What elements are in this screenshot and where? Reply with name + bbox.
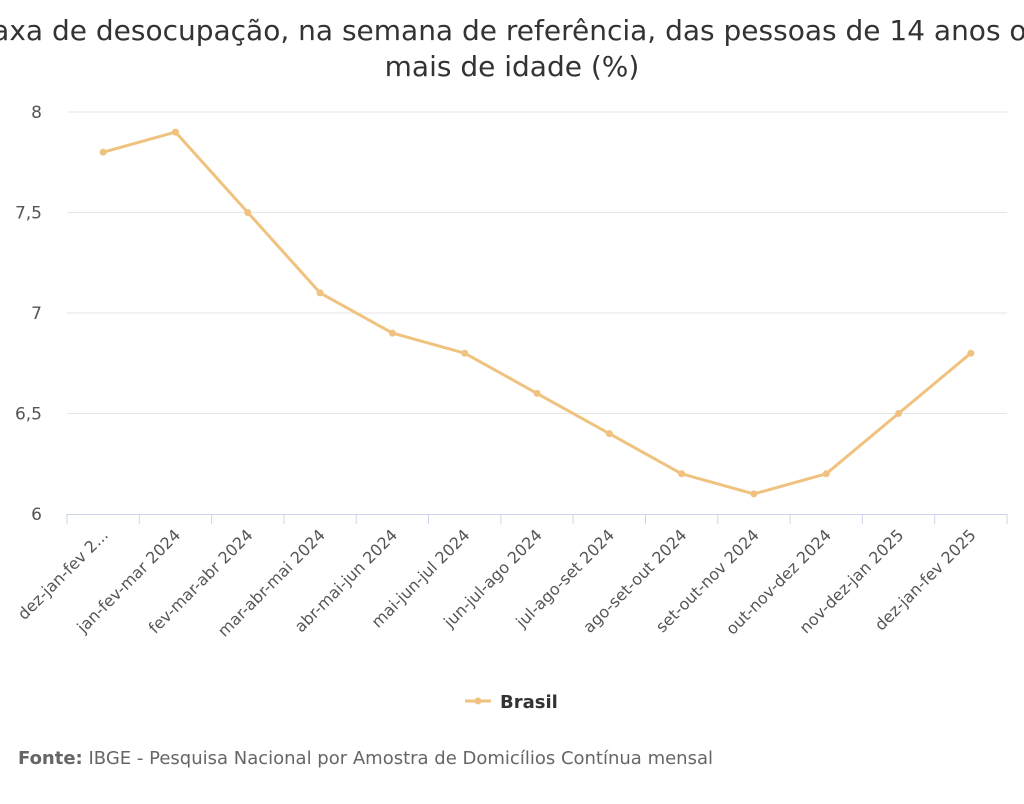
y-tick-label: 8 bbox=[31, 103, 42, 123]
data-point[interactable] bbox=[822, 470, 830, 478]
chart-title-line-1: Taxa de desocupação, na semana de referê… bbox=[0, 14, 1024, 47]
y-tick-label: 7,5 bbox=[15, 204, 42, 224]
legend-item-brasil[interactable]: Brasil bbox=[500, 692, 558, 713]
chart-title: Taxa de desocupação, na semana de referê… bbox=[0, 14, 1024, 83]
data-point[interactable] bbox=[316, 289, 324, 297]
source-text: IBGE - Pesquisa Nacional por Amostra de … bbox=[88, 748, 714, 769]
data-point[interactable] bbox=[461, 349, 469, 357]
source-note: Fonte: IBGE - Pesquisa Nacional por Amos… bbox=[18, 748, 713, 769]
data-point[interactable] bbox=[605, 430, 613, 438]
data-point[interactable] bbox=[678, 470, 686, 478]
data-point[interactable] bbox=[244, 209, 252, 216]
data-point[interactable] bbox=[967, 349, 975, 357]
legend[interactable]: Brasil bbox=[465, 692, 558, 713]
data-point[interactable] bbox=[99, 148, 107, 156]
data-point[interactable] bbox=[895, 410, 903, 417]
data-point[interactable] bbox=[388, 329, 396, 337]
series-brasil[interactable] bbox=[99, 128, 975, 498]
y-tick-label: 6,5 bbox=[15, 405, 42, 425]
source-label: Fonte: bbox=[18, 748, 83, 769]
legend-swatch-marker bbox=[474, 697, 482, 705]
y-tick-label: 6 bbox=[31, 505, 42, 525]
data-point[interactable] bbox=[750, 490, 758, 498]
gridlines bbox=[67, 111, 1007, 414]
data-point[interactable] bbox=[171, 128, 179, 136]
x-axis: dez-jan-fev 2...jan-fev-mar 2024fev-mar-… bbox=[14, 514, 1008, 640]
y-axis: 6 6,5 7 7,5 8 bbox=[15, 103, 42, 525]
data-point[interactable] bbox=[533, 389, 541, 397]
chart-title-line-2: mais de idade (%) bbox=[385, 50, 640, 83]
y-tick-label: 7 bbox=[31, 304, 42, 324]
